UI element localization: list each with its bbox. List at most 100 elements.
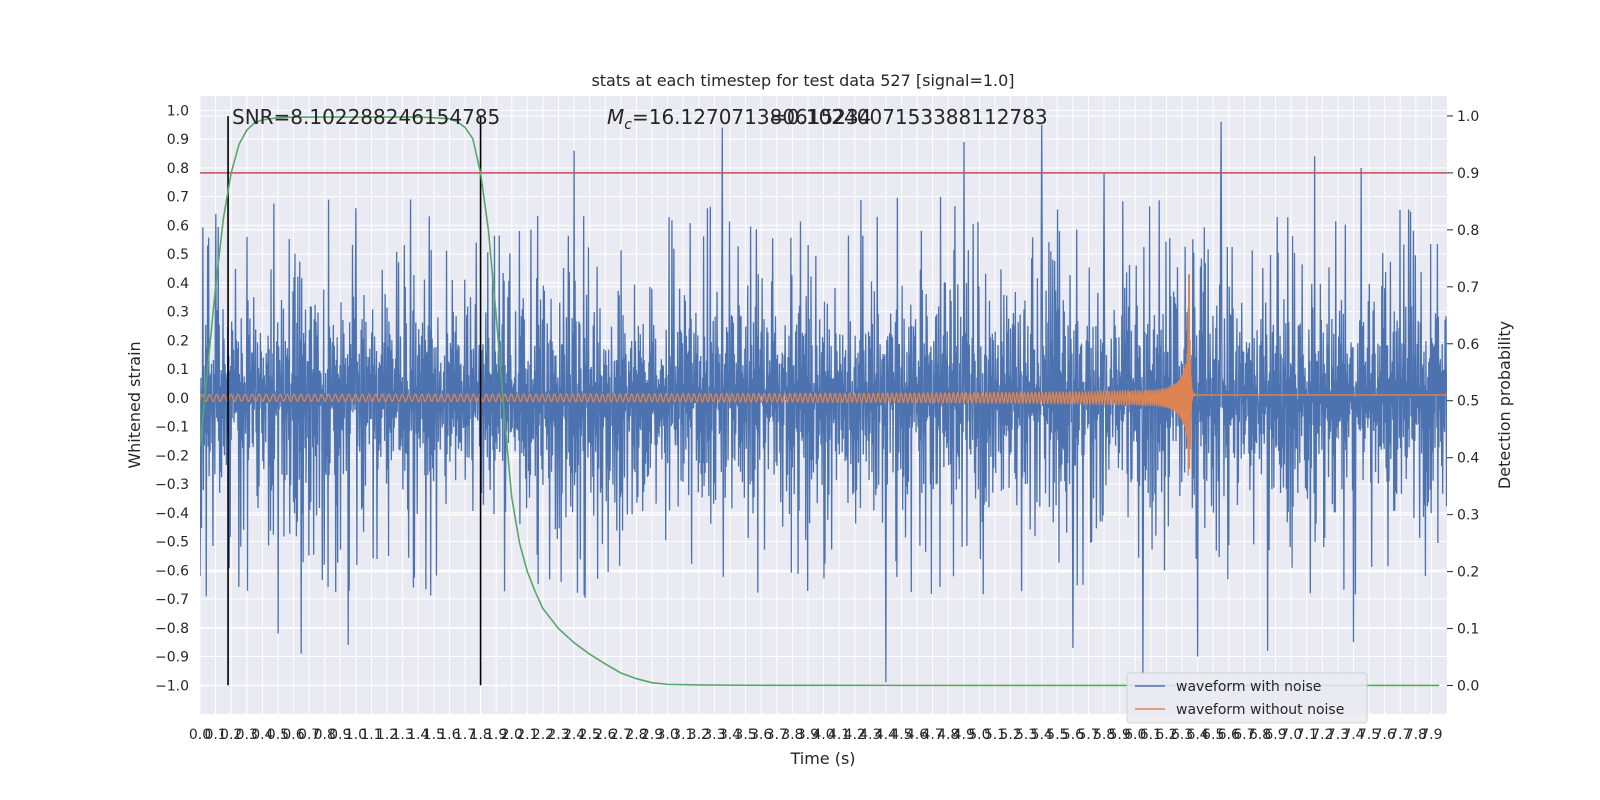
y-right-tick-label: 0.2 [1457, 565, 1479, 581]
x-tick-label: 6.3 [1171, 727, 1193, 743]
chart-title: stats at each timestep for test data 527… [591, 71, 1014, 90]
x-tick-label: 3.6 [750, 727, 772, 743]
x-tick-label: 1.4 [407, 727, 429, 743]
x-tick-label: 1.5 [423, 727, 445, 743]
x-tick-label: 6.0 [1124, 727, 1146, 743]
y-right-tick-label: 0.5 [1457, 394, 1479, 410]
y-tick-label: 0.9 [167, 132, 189, 148]
x-tick-label: 0.8 [314, 727, 336, 743]
x-tick-label: 7.1 [1296, 727, 1318, 743]
series-detection-probability [200, 116, 1440, 687]
y-tick-label: 0.8 [167, 161, 189, 177]
x-tick-label: 2.6 [594, 727, 616, 743]
x-tick-label: 0.3 [236, 727, 258, 743]
x-tick-label: 0.0 [189, 727, 211, 743]
y-right-tick-label: 0.9 [1457, 166, 1479, 182]
x-tick-label: 4.6 [906, 727, 928, 743]
y-right-tick-label: 0.6 [1457, 337, 1479, 353]
x-tick-label: 7.6 [1374, 727, 1396, 743]
x-tick-label: 7.3 [1327, 727, 1349, 743]
x-tick-label: 4.7 [921, 727, 943, 743]
x-tick-label: 0.5 [267, 727, 289, 743]
y-tick-label: 0.0 [167, 391, 189, 407]
x-tick-label: 0.1 [204, 727, 226, 743]
annotation-mc-subscript: c [624, 117, 632, 133]
y-tick-label: 0.5 [167, 247, 189, 263]
annotation-mc-symbol: M [607, 105, 624, 129]
annotation-snr: SNR=8.102288246154785 [232, 105, 500, 129]
legend-label-noise: waveform with noise [1176, 679, 1321, 695]
x-tick-label: 4.2 [844, 727, 866, 743]
y-right-tick-label: 1.0 [1457, 109, 1479, 125]
x-tick-label: 4.1 [828, 727, 850, 743]
x-tick-label: 2.8 [625, 727, 647, 743]
x-axis-label: Time (s) [789, 749, 855, 768]
x-tick-label: 1.3 [392, 727, 414, 743]
x-tick-label: 0.4 [251, 727, 273, 743]
x-tick-label: 5.2 [999, 727, 1021, 743]
x-tick-label: 4.9 [953, 727, 975, 743]
x-tick-label: 0.2 [220, 727, 242, 743]
x-tick-label: 7.0 [1280, 727, 1302, 743]
x-tick-label: 7.5 [1358, 727, 1380, 743]
x-tick-label: 3.2 [688, 727, 710, 743]
x-tick-label: 3.9 [797, 727, 819, 743]
x-tick-label: 6.4 [1186, 727, 1208, 743]
x-tick-label: 1.0 [345, 727, 367, 743]
x-tick-label: 3.1 [672, 727, 694, 743]
x-tick-label: 1.1 [360, 727, 382, 743]
y-tick-label: 0.7 [167, 190, 189, 206]
x-tick-label: 2.4 [563, 727, 585, 743]
x-tick-label: 7.4 [1342, 727, 1364, 743]
legend: waveform with noise waveform without noi… [1126, 672, 1368, 724]
x-tick-label: 4.5 [890, 727, 912, 743]
y-tick-label: −0.3 [155, 477, 189, 493]
x-tick-label: 7.7 [1389, 727, 1411, 743]
x-tick-label: 7.8 [1405, 727, 1427, 743]
x-tick-label: 5.7 [1077, 727, 1099, 743]
x-tick-label: 3.7 [766, 727, 788, 743]
x-tick-label: 3.3 [703, 727, 725, 743]
y-right-tick-label: 0.1 [1457, 622, 1479, 638]
x-tick-label: 6.8 [1249, 727, 1271, 743]
x-tick-label: 5.4 [1031, 727, 1053, 743]
x-tick-label: 5.8 [1093, 727, 1115, 743]
x-tick-label: 7.9 [1420, 727, 1442, 743]
x-tick-labels: 0.00.10.20.30.40.50.60.70.80.91.01.11.21… [189, 727, 1443, 743]
y-right-tick-label: 0.3 [1457, 508, 1479, 524]
y-right-tick-label: 0.8 [1457, 223, 1479, 239]
x-tick-label: 1.2 [376, 727, 398, 743]
y-right-tick-label: 0.4 [1457, 451, 1479, 467]
x-tick-label: 2.9 [641, 727, 663, 743]
y-tick-labels-right: 0.0 0.1 0.2 0.3 0.4 0.5 0.6 0.7 0.8 0.9 1.0 [1447, 109, 1479, 695]
x-tick-label: 1.6 [438, 727, 460, 743]
x-tick-label: 0.9 [329, 727, 351, 743]
y-tick-labels-left: −1.0 −0.9 −0.8 −0.7 −0.6 −0.5 −0.4 −0.3 −0.2 −0.1… [155, 103, 189, 694]
x-tick-label: 4.0 [812, 727, 834, 743]
x-tick-label: 5.6 [1062, 727, 1084, 743]
y-tick-label: −0.4 [155, 506, 189, 522]
annotation-mc: Mc=16.127071380615234 [607, 105, 871, 133]
x-tick-label: 5.5 [1046, 727, 1068, 743]
x-tick-label: 3.0 [656, 727, 678, 743]
x-tick-label: 7.2 [1311, 727, 1333, 743]
x-tick-label: 2.7 [610, 727, 632, 743]
x-tick-label: 2.3 [547, 727, 569, 743]
x-tick-label: 6.1 [1140, 727, 1162, 743]
x-tick-label: 6.5 [1202, 727, 1224, 743]
x-tick-label: 3.4 [719, 727, 741, 743]
x-tick-label: 6.6 [1218, 727, 1240, 743]
x-tick-label: 0.6 [282, 727, 304, 743]
x-tick-label: 1.7 [454, 727, 476, 743]
y-tick-label: 0.4 [167, 276, 189, 292]
x-tick-label: 0.7 [298, 727, 320, 743]
x-tick-label: 4.4 [875, 727, 897, 743]
y-axis-label-left: Whitened strain [125, 341, 144, 468]
x-tick-label: 3.8 [781, 727, 803, 743]
y-tick-label: −0.8 [155, 621, 189, 637]
y-tick-label: 0.1 [167, 362, 189, 378]
x-tick-label: 4.8 [937, 727, 959, 743]
y-tick-label: −0.5 [155, 535, 189, 551]
y-axis-label-right: Detection probability [1495, 321, 1514, 489]
